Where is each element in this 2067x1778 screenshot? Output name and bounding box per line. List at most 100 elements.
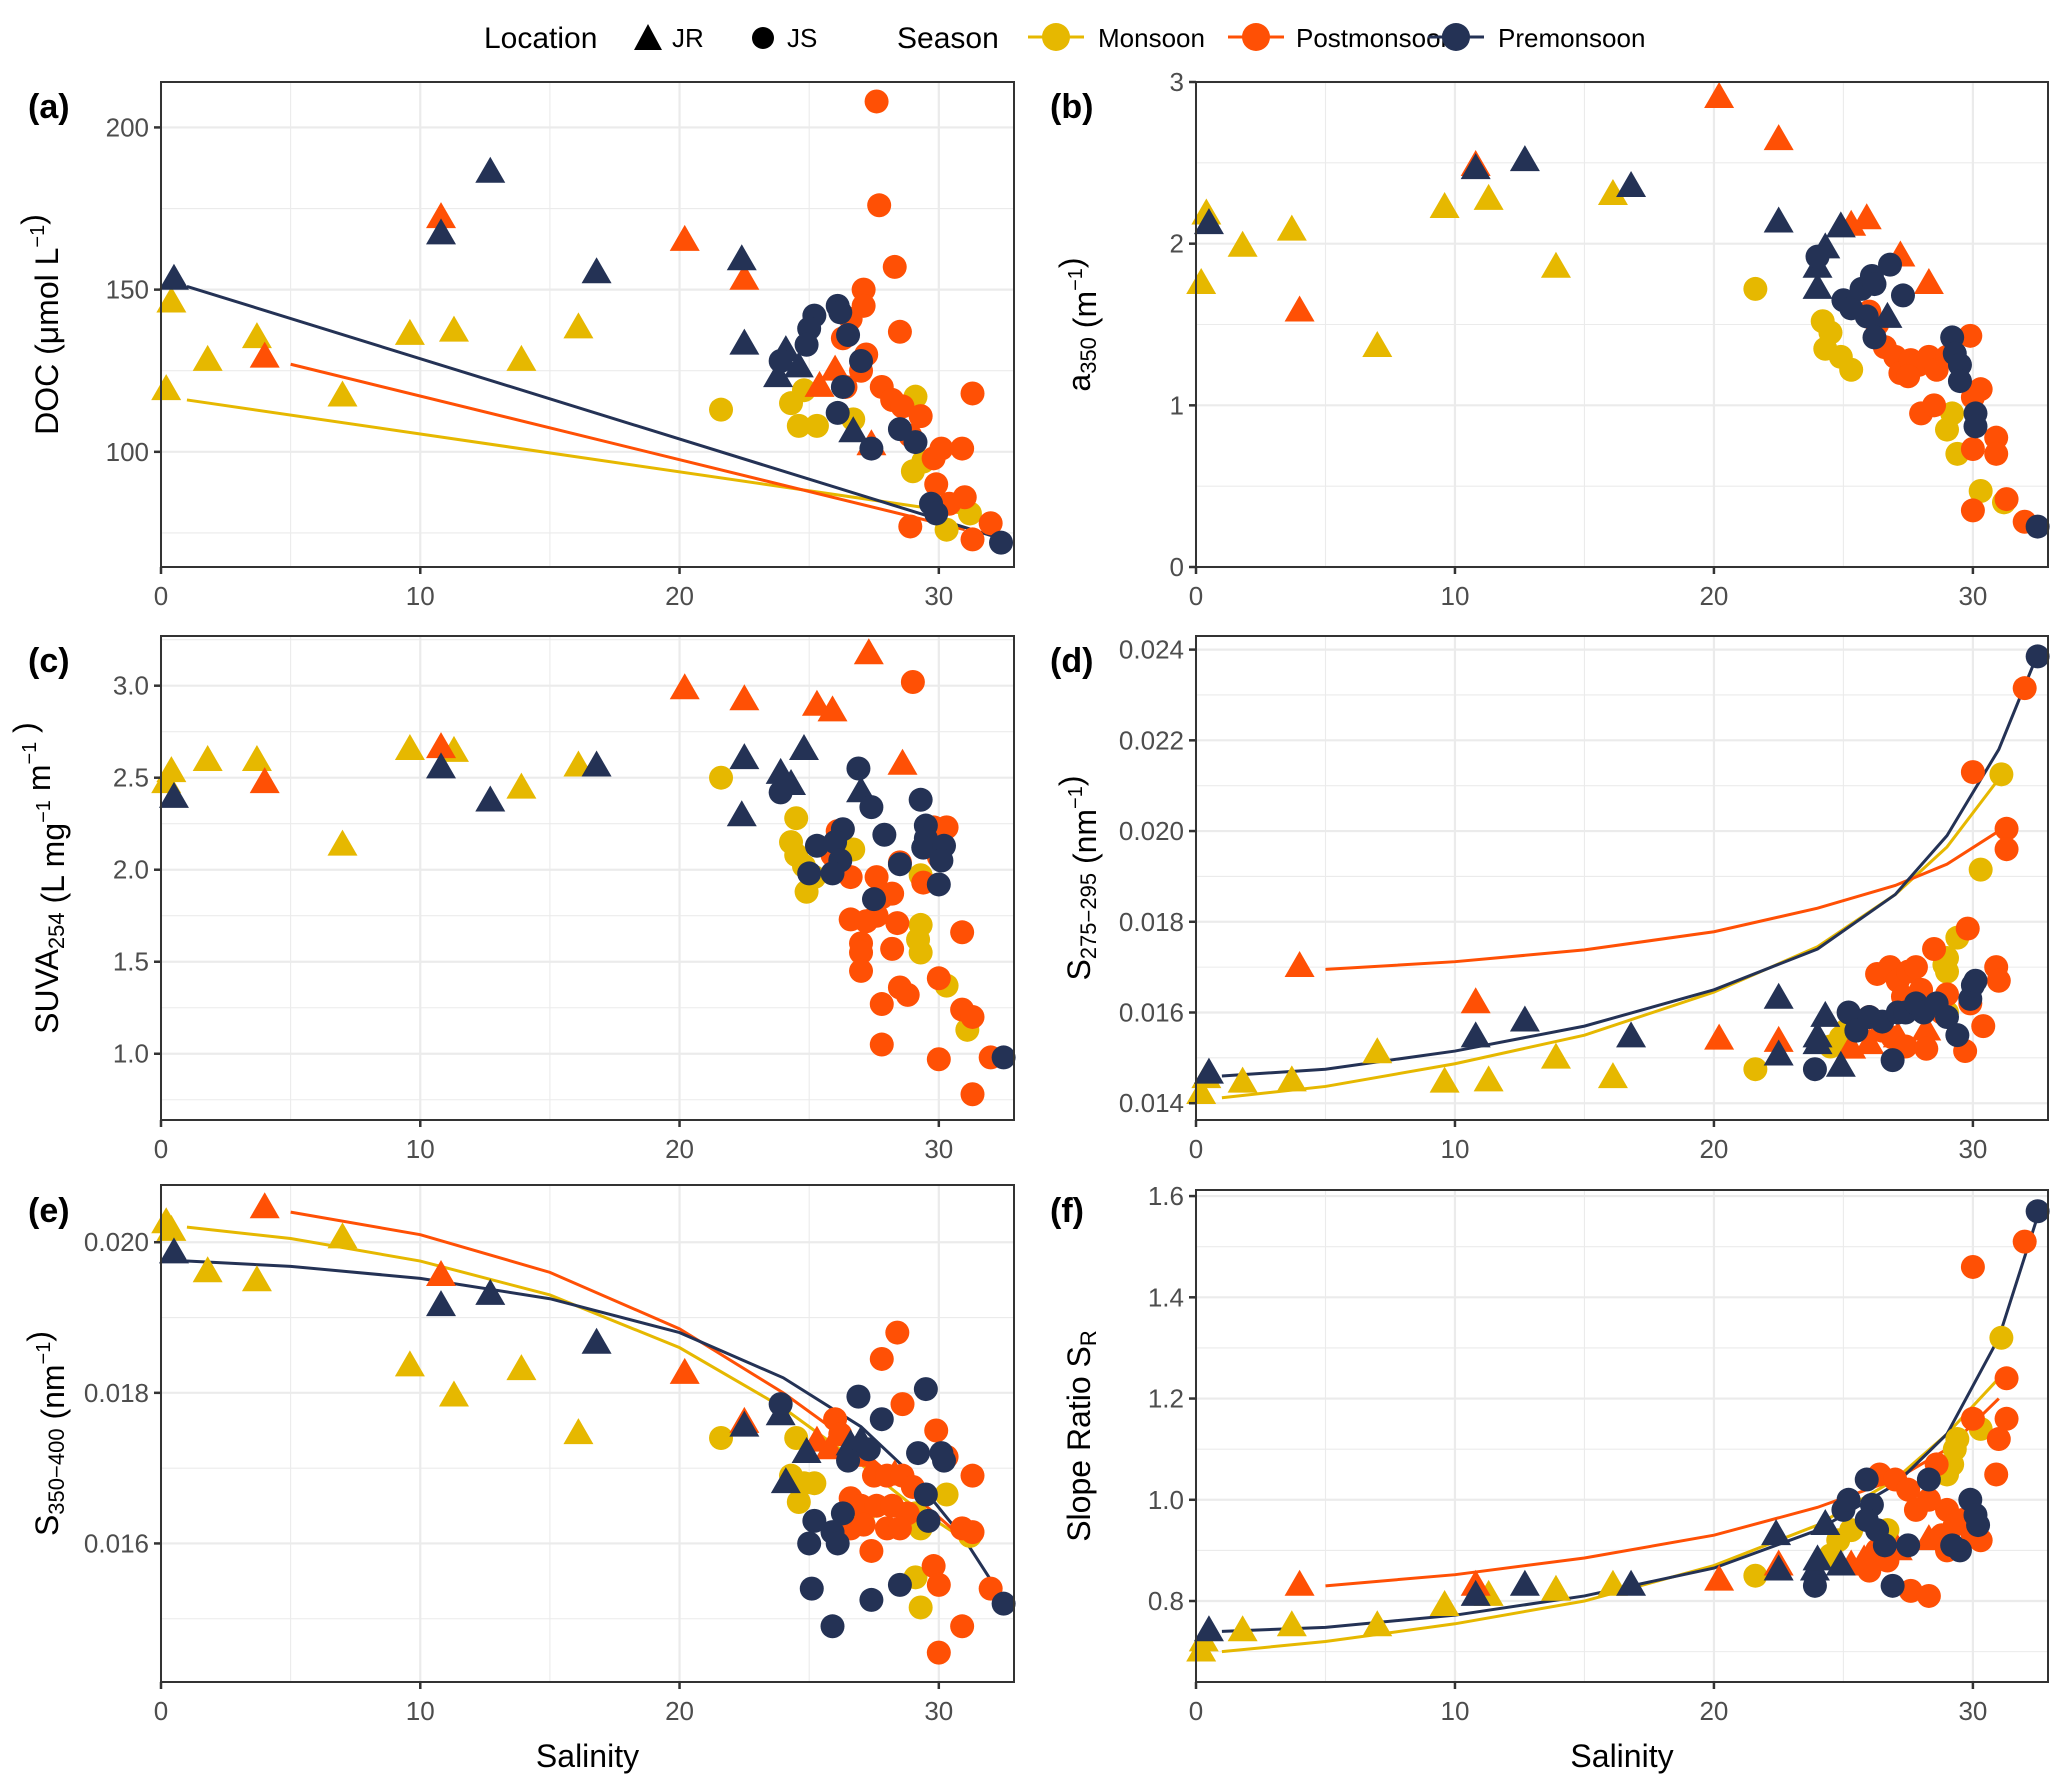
panel-border	[1195, 635, 2049, 1121]
panel-e: 0 10 20 30 0.016 0.018 0.020 (e) S350−400 (nm−1)…	[21, 1184, 1016, 1774]
data-point-js-postmonsoon	[869, 1346, 894, 1371]
data-point-jr-premonsoon	[1193, 1057, 1224, 1084]
data-point-js-postmonsoon	[895, 982, 920, 1007]
plot-area	[1196, 1190, 2048, 1682]
data-point-jr-premonsoon	[158, 1237, 189, 1264]
y-tick-label: 0.016	[1119, 997, 1184, 1027]
data-point-js-postmonsoon	[1984, 1462, 2009, 1487]
data-point-js-premonsoon	[820, 861, 845, 886]
data-point-js-premonsoon	[830, 1501, 855, 1526]
data-point-jr-premonsoon	[475, 156, 506, 183]
data-point-js-postmonsoon	[929, 436, 954, 461]
data-point-js-premonsoon	[931, 1448, 956, 1473]
data-point-jr-postmonsoon	[729, 263, 760, 290]
data-point-js-premonsoon	[794, 332, 819, 357]
data-point-jr-monsoon	[1276, 214, 1307, 241]
data-point-js-postmonsoon	[1960, 1406, 1985, 1431]
data-point-jr-postmonsoon	[1854, 1028, 1885, 1055]
x-tick-label: 20	[1699, 1696, 1728, 1726]
legend: Location JR JS Season Monsoon Postmonsoo…	[484, 22, 1645, 55]
data-point-js-monsoon	[1945, 1427, 1970, 1452]
data-point-jr-premonsoon	[1825, 211, 1856, 238]
y-tick-label: 200	[106, 112, 149, 142]
data-point-js-monsoon	[1935, 417, 1960, 442]
data-point-jr-premonsoon	[426, 218, 457, 245]
data-point-js-premonsoon	[1805, 244, 1830, 269]
data-point-jr-monsoon	[241, 322, 272, 349]
y-tick-label: 3	[1170, 67, 1184, 97]
data-point-jr-premonsoon	[475, 1278, 506, 1305]
data-point-js-postmonsoon	[2012, 676, 2037, 701]
data-point-js-postmonsoon	[960, 381, 985, 406]
x-axis-title: Salinity	[1570, 1738, 1673, 1774]
data-point-jr-premonsoon	[581, 750, 612, 777]
y-tick-label: 2	[1170, 229, 1184, 259]
y-tick-label: 0.024	[1119, 635, 1184, 665]
x-tick-label: 20	[1699, 1134, 1728, 1164]
y-tick-label: 1.2	[1148, 1384, 1184, 1414]
data-point-js-postmonsoon	[926, 1572, 951, 1597]
data-point-jr-premonsoon	[729, 1410, 760, 1437]
data-point-js-postmonsoon	[1922, 393, 1947, 418]
data-point-jr-premonsoon	[1872, 301, 1903, 328]
data-point-jr-monsoon	[1540, 1574, 1571, 1601]
data-point-jr-premonsoon	[1193, 208, 1224, 235]
data-point-js-postmonsoon	[1960, 760, 1985, 785]
data-point-jr-premonsoon	[1810, 1000, 1841, 1027]
data-point-js-premonsoon	[856, 1437, 881, 1462]
data-point-js-premonsoon	[989, 530, 1014, 555]
data-point-js-postmonsoon	[950, 436, 975, 461]
data-point-js-postmonsoon	[869, 1032, 894, 1057]
data-point-js-postmonsoon	[851, 1512, 876, 1537]
fit-line-postmonsoon	[1325, 829, 2000, 971]
x-tick-label: 30	[924, 1696, 953, 1726]
data-point-js-postmonsoon	[849, 958, 874, 983]
data-point-jr-monsoon	[1362, 331, 1393, 358]
data-point-js-monsoon	[784, 1426, 809, 1451]
data-point-js-premonsoon	[991, 1045, 1016, 1070]
data-point-jr-premonsoon	[581, 257, 612, 284]
panel-border	[160, 81, 1015, 568]
data-point-jr-monsoon	[1186, 267, 1217, 294]
data-point-js-monsoon	[786, 1490, 811, 1515]
data-point-jr-premonsoon	[1802, 272, 1833, 299]
y-tick-label: 0.014	[1119, 1088, 1184, 1118]
data-point-js-postmonsoon	[1994, 487, 2019, 512]
data-point-js-premonsoon	[859, 436, 884, 461]
data-point-jr-monsoon	[1276, 1065, 1307, 1092]
data-point-js-monsoon	[784, 806, 809, 831]
data-point-js-premonsoon	[859, 795, 884, 820]
data-point-js-premonsoon	[799, 1576, 824, 1601]
data-point-jr-postmonsoon	[1763, 1025, 1794, 1052]
data-point-js-premonsoon	[908, 787, 933, 812]
data-point-jr-monsoon	[394, 1350, 425, 1377]
data-point-jr-monsoon	[1186, 1078, 1217, 1105]
data-point-js-postmonsoon	[890, 1392, 915, 1417]
data-point-js-premonsoon	[768, 1392, 793, 1417]
data-point-jr-postmonsoon	[426, 732, 457, 759]
data-point-jr-premonsoon	[1802, 1544, 1833, 1571]
data-point-js-premonsoon	[823, 830, 848, 855]
data-point-jr-monsoon	[192, 344, 223, 371]
data-point-js-premonsoon	[836, 1448, 861, 1473]
data-point-jr-premonsoon	[726, 800, 757, 827]
data-point-js-postmonsoon	[887, 319, 912, 344]
data-point-js-monsoon	[709, 765, 734, 790]
data-point-js-premonsoon	[836, 323, 861, 348]
data-point-js-premonsoon	[1896, 1533, 1921, 1558]
y-tick-label: 0.020	[84, 1227, 149, 1257]
data-point-js-postmonsoon	[952, 485, 977, 510]
data-point-jr-monsoon	[241, 1265, 272, 1292]
data-point-js-postmonsoon	[1960, 436, 1985, 461]
data-point-jr-postmonsoon	[669, 224, 700, 251]
data-point-jr-premonsoon	[1763, 1554, 1794, 1581]
data-point-jr-premonsoon	[729, 328, 760, 355]
data-point-jr-monsoon	[327, 829, 358, 856]
data-point-js-postmonsoon	[1968, 377, 1993, 402]
data-point-jr-monsoon	[1473, 183, 1504, 210]
data-point-jr-postmonsoon	[1851, 203, 1882, 230]
data-point-js-postmonsoon	[950, 1614, 975, 1639]
data-point-js-postmonsoon	[1994, 1366, 2019, 1391]
data-point-js-postmonsoon	[1903, 955, 1928, 980]
fit-line-premonsoon	[186, 284, 1005, 541]
